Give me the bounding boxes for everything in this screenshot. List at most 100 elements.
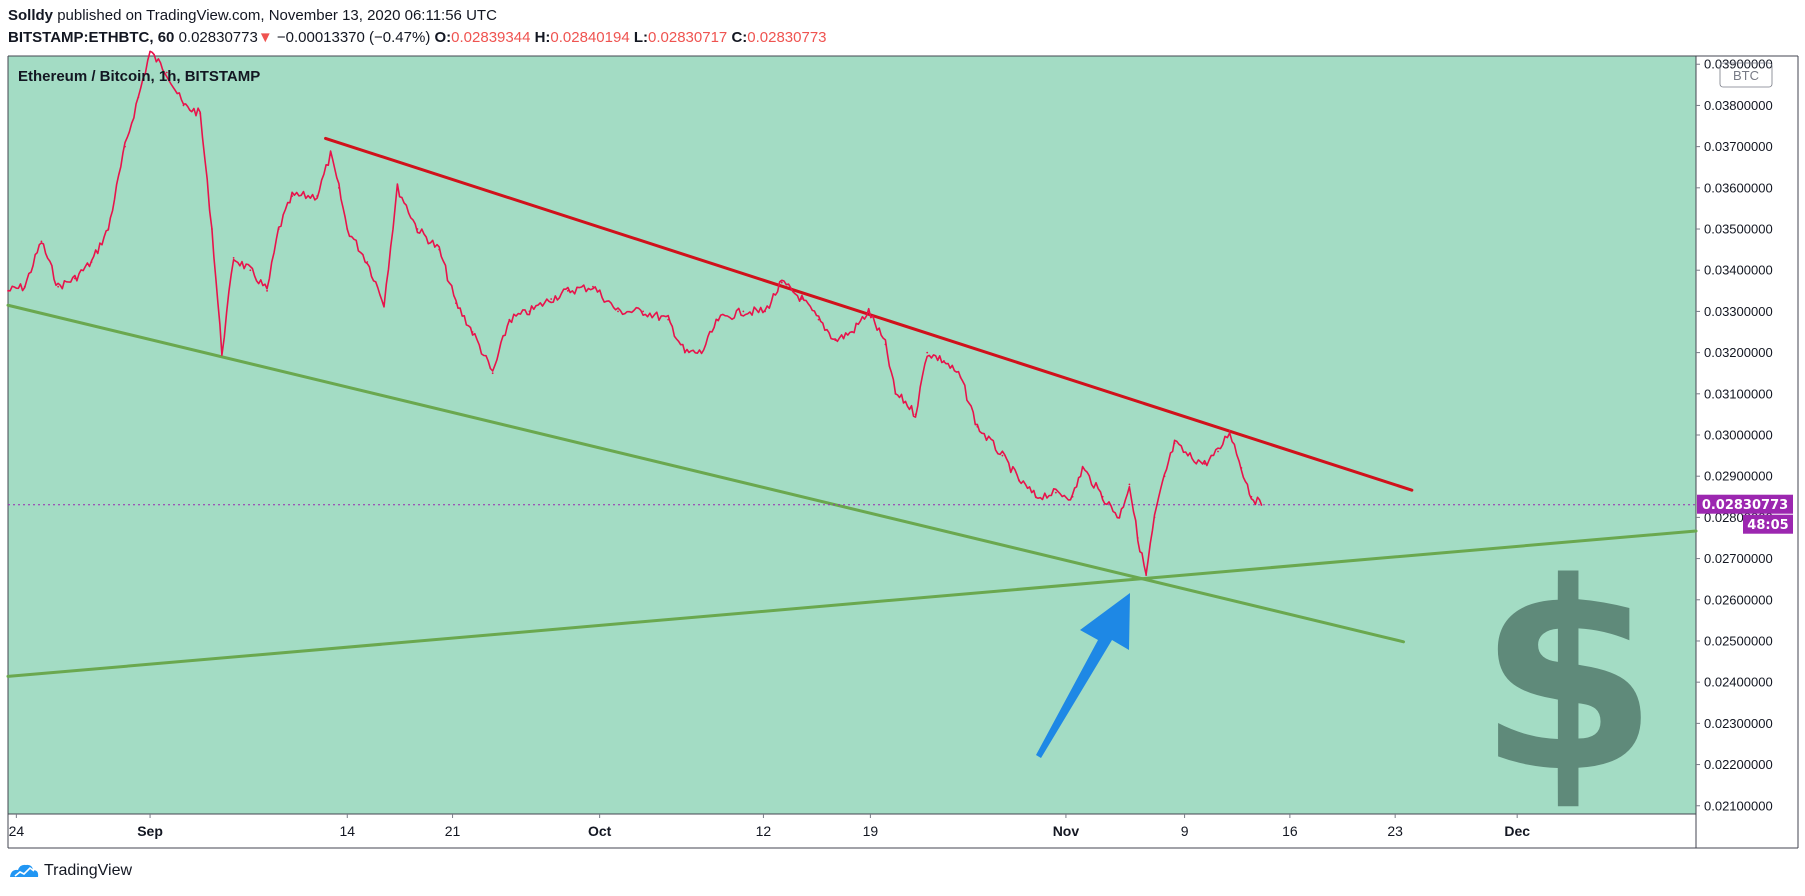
y-tick-label: 0.03900000	[1704, 57, 1773, 72]
series-point	[867, 310, 870, 313]
y-tick-label: 0.03500000	[1704, 222, 1773, 237]
price-series	[7, 50, 1263, 576]
high-label: H:	[534, 29, 551, 46]
series-point	[976, 425, 979, 428]
series-point	[107, 228, 110, 230]
open-label: O:	[434, 29, 452, 46]
series-point	[1153, 516, 1156, 519]
series-point	[1081, 467, 1084, 469]
series-point	[904, 401, 907, 403]
y-tick-label: 0.03400000	[1704, 263, 1773, 278]
series-point	[1240, 467, 1243, 469]
x-tick-label: 23	[1387, 823, 1403, 839]
currency-label: BTC	[1733, 68, 1759, 83]
series-point	[277, 228, 280, 230]
series-point	[1163, 475, 1166, 478]
series-point	[366, 261, 369, 263]
x-tick-label: 24	[9, 823, 25, 839]
series-point	[642, 310, 644, 313]
time-axis[interactable]	[8, 814, 1696, 848]
series-point	[491, 372, 494, 375]
series-point	[1173, 442, 1176, 445]
series-point	[221, 351, 223, 354]
series-point	[617, 310, 619, 313]
series-point	[396, 186, 399, 189]
author-name[interactable]: Solldy	[8, 7, 54, 24]
x-tick-label: Dec	[1504, 823, 1530, 839]
series-point	[149, 50, 151, 53]
trend-line-resistance[interactable]	[324, 136, 1414, 492]
series-point	[800, 298, 803, 300]
series-point	[316, 195, 319, 197]
series-point	[1018, 479, 1021, 482]
published-text: published on TradingView.com, November 1…	[57, 7, 497, 24]
series-point	[266, 289, 268, 292]
price-change: −0.00013370 (−0.47%)	[276, 29, 431, 46]
series-point	[926, 351, 929, 354]
down-arrow-icon: ▼	[257, 29, 273, 46]
trend-line-support-falling[interactable]	[6, 303, 1406, 644]
plot-area[interactable]	[8, 56, 1696, 814]
x-tick-label: Nov	[1053, 823, 1080, 839]
y-tick-label: 0.03200000	[1704, 345, 1773, 360]
y-tick-label: 0.02900000	[1704, 469, 1773, 484]
series-point	[165, 71, 168, 74]
series-point	[1128, 483, 1131, 486]
series-point	[1034, 495, 1037, 498]
dollar-icon: $	[1478, 528, 1659, 830]
series-point	[851, 331, 853, 333]
series-point	[383, 302, 385, 305]
last-price-label: 0.02830773	[1702, 498, 1788, 513]
publish-info: Solldy published on TradingView.com, Nov…	[8, 7, 497, 24]
close-value: 0.02830773	[747, 29, 827, 46]
trend-line-support-rising[interactable]	[6, 529, 1698, 678]
series-point	[1187, 454, 1189, 457]
x-tick-labels: 24 Sep 14 21 Oct 12 19 Nov 9 16 23 Dec	[9, 814, 1530, 839]
high-value: 0.02840194	[550, 29, 630, 46]
series-point	[73, 277, 76, 280]
trend-lines[interactable]	[6, 136, 1698, 678]
dollar-watermark: $	[1478, 528, 1659, 830]
series-point	[817, 318, 820, 321]
y-tick-label: 0.02200000	[1704, 757, 1773, 772]
series-point	[438, 248, 441, 251]
x-tick-label: 14	[339, 823, 355, 839]
series-point	[338, 186, 340, 189]
series-point	[57, 285, 60, 288]
y-tick-label: 0.02400000	[1704, 675, 1773, 690]
series-point	[329, 153, 332, 156]
y-tick-label: 0.03100000	[1704, 386, 1773, 401]
series-point	[592, 285, 594, 288]
x-tick-label: 12	[756, 823, 772, 839]
y-tick-label: 0.02600000	[1704, 592, 1773, 607]
close-label: C:	[731, 29, 748, 46]
y-tick-label: 0.02500000	[1704, 633, 1773, 648]
series-point	[742, 310, 745, 313]
series-point	[914, 413, 917, 416]
footer-brand[interactable]: TradingView	[8, 862, 132, 880]
series-point	[291, 195, 294, 197]
currency-badge	[1719, 62, 1773, 88]
series-point	[1054, 491, 1057, 494]
series-point	[210, 228, 213, 230]
low-label: L:	[633, 29, 649, 46]
symbol-info: BITSTAMP:ETHBTC, 60 0.02830773▼ −0.00013…	[8, 29, 827, 46]
series-point	[943, 359, 945, 362]
footer-brand-label: TradingView	[44, 862, 133, 879]
x-tick-label: 9	[1181, 823, 1189, 839]
countdown-label: 48:05	[1747, 518, 1788, 533]
price-axis[interactable]	[1696, 56, 1798, 814]
last-price-tag	[1697, 494, 1793, 514]
blue-arrow-annotation[interactable]	[1036, 593, 1130, 758]
series-point	[1001, 454, 1004, 457]
y-tick-label: 0.03800000	[1704, 98, 1773, 113]
series-point	[667, 318, 670, 321]
series-point	[894, 392, 897, 395]
series-point	[508, 318, 511, 321]
series-point	[1101, 495, 1104, 498]
series-line-ETHBTC	[7, 50, 1263, 576]
x-tick-label: 21	[445, 823, 461, 839]
series-point	[90, 261, 93, 263]
last-price: 0.02830773	[178, 29, 258, 46]
